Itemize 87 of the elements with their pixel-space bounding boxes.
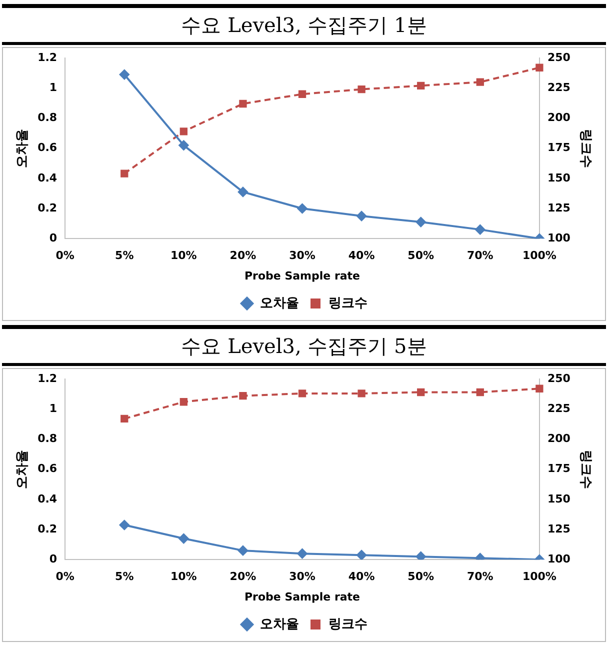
point	[536, 384, 544, 392]
legend-label: 링크수	[328, 616, 368, 632]
y2-axis-title: 링크수	[578, 450, 593, 489]
y-tick-label: 0.2	[38, 201, 58, 214]
x-tick-label: 20%	[230, 570, 256, 584]
y2-tick-label: 125	[547, 522, 570, 536]
y-axis-title: 오차율	[15, 450, 30, 489]
x-tick-label: 5%	[115, 570, 134, 584]
point	[298, 90, 306, 98]
y-tick-label: 0.4	[38, 171, 58, 184]
chart-title: 수요 Level3, 수집주기 5분	[2, 325, 606, 366]
point	[238, 186, 248, 197]
point	[416, 552, 426, 560]
y2-tick-label: 150	[547, 492, 571, 506]
x-tick-label: 0%	[56, 570, 74, 584]
point	[297, 204, 308, 214]
y-tick-label: 0.6	[38, 141, 58, 154]
y2-tick-label: 125	[547, 201, 570, 214]
point	[416, 217, 426, 228]
x-tick-label: 10%	[170, 570, 197, 584]
point	[119, 70, 130, 80]
x-tick-label: 50%	[408, 249, 434, 262]
y2-tick-label: 225	[547, 80, 570, 94]
x-tick-label: 40%	[348, 249, 375, 262]
x-tick-label: 70%	[466, 249, 494, 262]
point	[178, 534, 189, 544]
y-tick-label: 0.8	[38, 432, 58, 446]
x-axis-title: Probe Sample rate	[244, 590, 360, 604]
y2-tick-label: 250	[547, 50, 571, 64]
x-tick-label: 10%	[170, 249, 197, 262]
chart-title: 수요 Level3, 수집주기 1분	[2, 4, 606, 45]
y-axis-title: 오차율	[15, 128, 30, 168]
x-tick-label: 70%	[466, 570, 494, 584]
point	[417, 82, 425, 90]
point	[417, 388, 425, 396]
y-tick-label: 0.2	[38, 522, 58, 536]
y-tick-label: 0	[49, 552, 58, 566]
point	[120, 170, 128, 178]
point	[476, 78, 484, 86]
y-tick-label: 1.2	[38, 372, 58, 385]
point	[356, 550, 367, 560]
y-tick-label: 0.8	[38, 111, 58, 124]
x-tick-label: 0%	[56, 249, 74, 262]
legend-label: 오차율	[260, 296, 299, 311]
x-tick-label: 5%	[115, 249, 134, 262]
legend-label: 링크수	[328, 296, 368, 311]
y2-tick-label: 150	[547, 171, 571, 184]
point	[297, 548, 308, 559]
point	[180, 398, 188, 406]
point	[476, 388, 484, 396]
point	[180, 128, 188, 136]
point	[238, 546, 248, 556]
point	[119, 520, 130, 530]
legend-label: 오차율	[260, 616, 299, 632]
y2-tick-label: 225	[547, 402, 570, 415]
x-tick-label: 30%	[289, 570, 316, 584]
x-axis-title: Probe Sample rate	[244, 269, 360, 282]
x-tick-label: 50%	[408, 570, 434, 584]
point	[358, 390, 366, 398]
y2-axis-title: 링크수	[578, 128, 593, 168]
y2-tick-label: 100	[547, 231, 571, 244]
y2-tick-label: 200	[547, 111, 571, 124]
x-tick-label: 40%	[348, 570, 375, 584]
point	[358, 85, 366, 94]
point	[536, 64, 544, 72]
y-tick-label: 1.2	[38, 50, 58, 64]
point	[239, 100, 247, 108]
point	[178, 140, 189, 150]
y2-tick-label: 175	[547, 141, 570, 154]
x-tick-label: 30%	[289, 249, 316, 262]
y-tick-label: 0	[49, 231, 58, 244]
point	[356, 211, 367, 222]
point	[475, 224, 486, 235]
point	[120, 414, 128, 423]
y-tick-label: 0.6	[38, 462, 58, 476]
x-tick-label: 20%	[230, 249, 256, 262]
point	[239, 392, 247, 400]
y2-tick-label: 100	[547, 552, 571, 566]
y2-tick-label: 250	[547, 372, 571, 385]
point	[298, 390, 306, 398]
y-tick-label: 0.4	[38, 492, 58, 506]
y2-tick-label: 200	[547, 432, 571, 446]
x-tick-label: 100%	[522, 249, 556, 262]
y2-tick-label: 175	[547, 462, 570, 476]
x-tick-label: 100%	[522, 570, 556, 584]
y-tick-label: 1	[49, 80, 58, 94]
y-tick-label: 1	[49, 402, 58, 415]
